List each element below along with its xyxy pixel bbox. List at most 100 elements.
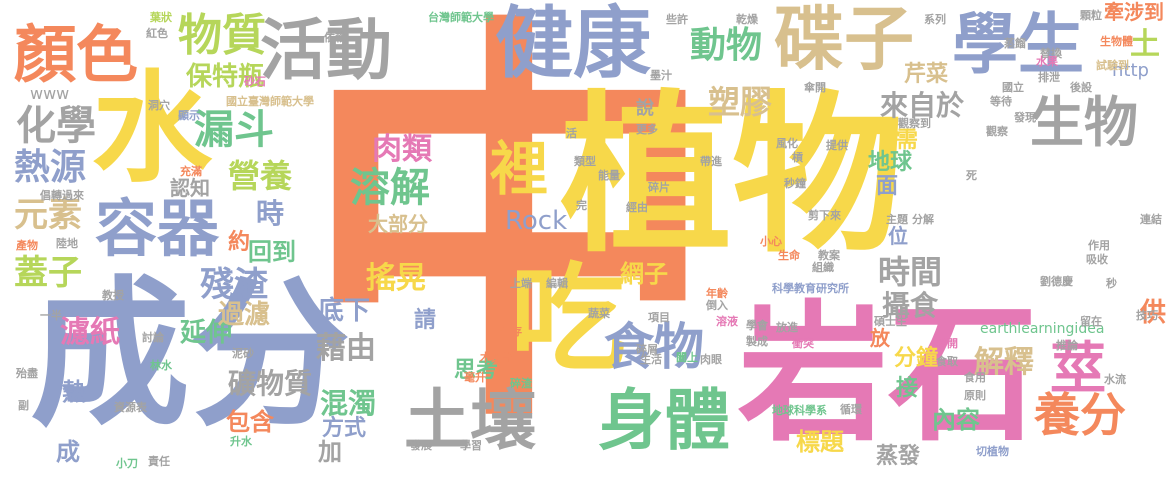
word-shuo: 說 — [636, 98, 654, 119]
word-yuansu: 元素 — [14, 195, 82, 235]
word-jingyou: 經由 — [626, 201, 648, 214]
word-jiankang: 健康 — [495, 0, 652, 89]
word-shiyong: 食用 — [964, 371, 986, 384]
word-xianshi: 顯示 — [178, 109, 200, 122]
word-houshe: 後設 — [1070, 81, 1092, 94]
word-qiezhiwu: 切植物 — [976, 445, 1009, 458]
word-mudibu: 木質部 — [480, 351, 513, 364]
word-turang: 土壤 — [404, 382, 536, 459]
word-fang: 放 — [870, 326, 890, 350]
word-shiyandao: 試驗到 — [1096, 59, 1129, 72]
word-yuanze: 原則 — [964, 389, 986, 402]
word-rock: Rock — [505, 206, 568, 236]
word-suipian: 碎片 — [648, 181, 670, 194]
word-chi: 吃 — [510, 252, 626, 387]
word-paichi: 排泄 — [1038, 71, 1060, 84]
word-wei: 位 — [888, 224, 908, 248]
word-wan: 完 — [576, 199, 587, 212]
word-kexue-jiaoyu: 科學教育研究所 — [772, 282, 849, 295]
word-shuoshisheng: 碩士生 — [874, 315, 907, 328]
word-guoli: 國立 — [1002, 81, 1024, 94]
word-tu: 土 — [1130, 27, 1160, 62]
word-zhuanguo: 倡轉過來 — [40, 189, 84, 202]
word-shasheng: 砂石 — [244, 75, 266, 88]
word-yanshen: 延伸 — [180, 318, 233, 348]
word-dongmao: 洞穴 — [148, 99, 170, 112]
word-moji: 墨汁 — [650, 69, 672, 82]
word-li: 裡 — [490, 135, 549, 203]
word-liuzai: 留在 — [1080, 315, 1102, 328]
word-zhengfa: 蒸發 — [876, 444, 921, 469]
word-zhiwu: 植物 — [560, 75, 904, 276]
word-guolv: 過濾 — [218, 300, 271, 330]
word-xiyi: 移開 — [936, 337, 958, 350]
word-yaohuang: 搖晃 — [366, 261, 426, 296]
word-xuehui: 學會 — [746, 319, 768, 332]
word-jiaoshou: 教授 — [102, 289, 124, 302]
word-jia: 加 — [318, 438, 342, 466]
word-ziyuanbiao: 資源表 — [114, 401, 147, 414]
word-mian: 面 — [876, 174, 899, 199]
word-fazhan: 發展 — [410, 439, 432, 452]
word-qiancai: 芹菜 — [904, 62, 949, 87]
word-renzhi: 認知 — [170, 176, 210, 200]
word-chanwu: 產物 — [16, 239, 38, 252]
word-shuiliu: 水流 — [1104, 373, 1126, 386]
word-guoli-taiwan-normal: 國立臺灣師範大學 — [226, 95, 314, 108]
word-jiqiao: 技巧 — [1136, 309, 1158, 322]
word-jie: 接 — [896, 376, 919, 401]
word-guancha: 觀察 — [986, 125, 1008, 138]
word-xilie: 系列 — [924, 13, 946, 26]
word-hongse: 紅色 — [146, 27, 168, 40]
word-shengming: 生命 — [778, 249, 800, 262]
word-baohan: 包含 — [226, 408, 274, 436]
word-earthlearningidea: earthlearningidea — [980, 321, 1105, 337]
word-taiwan-normal: 台灣師範大學 — [428, 11, 494, 24]
word-linshui: 林水 — [150, 359, 172, 372]
word-fu: 副 — [18, 399, 29, 412]
word-shengwuti: 生物體 — [1100, 35, 1133, 48]
word-loudou: 漏斗 — [194, 107, 274, 153]
word-leixing: 類型 — [574, 155, 596, 168]
word-zhongchu: 一半 — [40, 309, 62, 322]
word-qing: 請 — [414, 308, 437, 333]
word-xu: 需 — [896, 128, 919, 153]
word-guanshang: 闔上 — [676, 351, 698, 364]
word-lianjie: 連結 — [1140, 213, 1162, 226]
word-jiaoshi: 教案 — [818, 249, 840, 262]
word-zhicheng: 製成 — [746, 335, 768, 348]
word-kuangwuzhi: 礦物質 — [228, 367, 313, 400]
word-nianling: 年齡 — [706, 287, 728, 300]
word-taolun: 討論 — [142, 331, 164, 344]
word-zhuti: 主題 — [886, 213, 908, 226]
word-shiqu: 食取 — [936, 355, 958, 368]
word-huntuo: 混濁 — [320, 387, 377, 420]
word-zuzhi: 組織 — [812, 261, 834, 274]
word-liudeqing: 劉德慶 — [1040, 275, 1073, 288]
word-shiwu: 食物 — [604, 318, 704, 376]
word-fangshi: 方式 — [322, 416, 367, 441]
word-yingyang: 營養 — [228, 157, 293, 195]
word-dabufen: 大部分 — [368, 212, 428, 236]
word-sikao: 思考 — [454, 358, 499, 383]
word-re: 熱 — [62, 378, 86, 406]
word-huo: 活 — [566, 127, 577, 140]
word-keli: 顆粒 — [1080, 9, 1102, 22]
word-jieshi: 解釋 — [974, 345, 1034, 380]
word-miao: 秒 — [1106, 277, 1117, 290]
word-xiaoxin: 小心 — [760, 235, 782, 248]
word-xiesi: 些許 — [666, 13, 688, 26]
word-jieyou: 藉由 — [316, 331, 376, 366]
word-chongman: 充滿 — [180, 165, 202, 178]
word-zuoyong: 作用 — [1088, 239, 1110, 252]
word-daoru: 倒入 — [706, 299, 728, 312]
word-diqiu: 地球 — [868, 150, 913, 175]
word-yanse: 顏色 — [14, 18, 139, 91]
word-shenghuo: 生活 — [640, 353, 662, 366]
word-bianhua: 風化 — [776, 137, 798, 150]
word-qianshedao: 牽涉到 — [1104, 0, 1164, 24]
word-neirong: 內容 — [932, 406, 980, 434]
word-xiangmu: 項目 — [648, 311, 670, 324]
word-reyuan: 熱源 — [14, 147, 87, 188]
